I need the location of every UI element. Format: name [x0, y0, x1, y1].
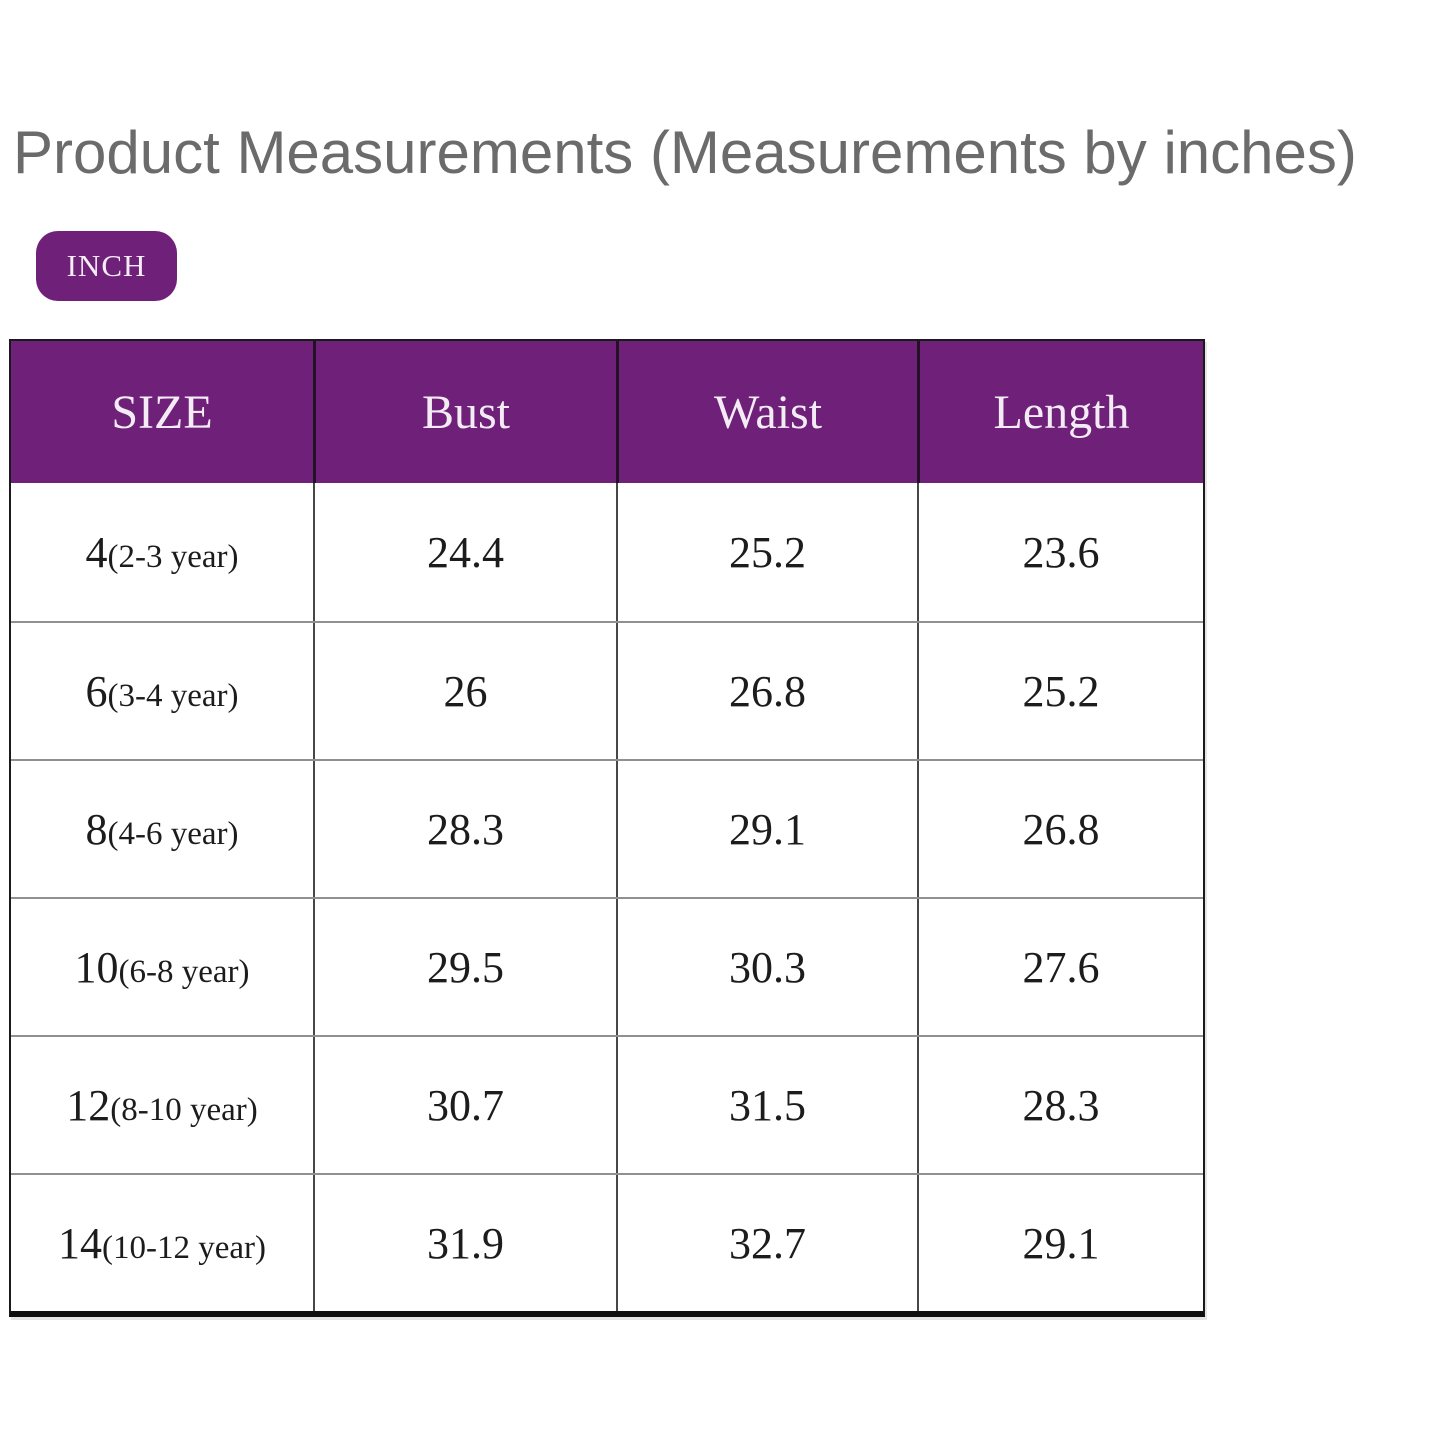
size-number: 12	[66, 1080, 111, 1130]
bust-cell: 28.3	[313, 761, 616, 897]
size-label: 6(3-4 year)	[85, 666, 238, 717]
size-cell: 8(4-6 year)	[11, 761, 313, 897]
waist-cell: 31.5	[616, 1037, 917, 1173]
bust-cell: 24.4	[313, 483, 616, 621]
table-header-row: SIZE Bust Waist Length	[11, 341, 1203, 483]
size-label: 10(6-8 year)	[74, 942, 249, 993]
header-cell-size: SIZE	[111, 385, 213, 439]
size-cell: 6(3-4 year)	[11, 623, 313, 759]
size-table: SIZE Bust Waist Length 4(2-3 year) 24.4 …	[9, 339, 1205, 1317]
table-row: 6(3-4 year) 26 26.8 25.2	[11, 621, 1203, 759]
size-number: 4	[85, 527, 108, 577]
table-row: 8(4-6 year) 28.3 29.1 26.8	[11, 759, 1203, 897]
size-age-range: (6-8 year)	[118, 953, 250, 990]
length-cell: 26.8	[917, 761, 1203, 897]
size-label: 12(8-10 year)	[66, 1080, 258, 1131]
size-number: 6	[85, 666, 108, 716]
length-cell: 29.1	[917, 1175, 1203, 1311]
bust-cell: 29.5	[313, 899, 616, 1035]
size-cell: 4(2-3 year)	[11, 483, 313, 621]
waist-cell: 32.7	[616, 1175, 917, 1311]
table-row: 4(2-3 year) 24.4 25.2 23.6	[11, 483, 1203, 621]
size-cell: 10(6-8 year)	[11, 899, 313, 1035]
size-number: 10	[74, 942, 119, 992]
inch-badge: INCH	[36, 231, 177, 301]
page-title: Product Measurements (Measurements by in…	[13, 119, 1357, 186]
bust-cell: 30.7	[313, 1037, 616, 1173]
waist-cell: 25.2	[616, 483, 917, 621]
size-number: 8	[85, 804, 108, 854]
size-number: 14	[57, 1218, 102, 1268]
size-cell: 14(10-12 year)	[11, 1175, 313, 1311]
size-label: 8(4-6 year)	[85, 804, 238, 855]
size-age-range: (10-12 year)	[101, 1229, 266, 1266]
size-age-range: (2-3 year)	[107, 538, 239, 575]
waist-cell: 30.3	[616, 899, 917, 1035]
length-cell: 23.6	[917, 483, 1203, 621]
size-age-range: (3-4 year)	[107, 677, 239, 714]
waist-cell: 29.1	[616, 761, 917, 897]
size-age-range: (8-10 year)	[110, 1091, 258, 1128]
size-cell: 12(8-10 year)	[11, 1037, 313, 1173]
header-cell-waist: Waist	[616, 341, 917, 483]
table-row: 10(6-8 year) 29.5 30.3 27.6	[11, 897, 1203, 1035]
length-cell: 27.6	[917, 899, 1203, 1035]
length-cell: 25.2	[917, 623, 1203, 759]
size-age-range: (4-6 year)	[107, 815, 239, 852]
header-cell-length: Length	[917, 341, 1203, 483]
header-cell-bust: Bust	[313, 341, 616, 483]
bust-cell: 26	[313, 623, 616, 759]
size-label: 14(10-12 year)	[58, 1218, 266, 1269]
table-row: 14(10-12 year) 31.9 32.7 29.1	[11, 1173, 1203, 1311]
length-cell: 28.3	[917, 1037, 1203, 1173]
waist-cell: 26.8	[616, 623, 917, 759]
table-row: 12(8-10 year) 30.7 31.5 28.3	[11, 1035, 1203, 1173]
inch-badge-label: INCH	[66, 248, 147, 283]
bust-cell: 31.9	[313, 1175, 616, 1311]
size-label: 4(2-3 year)	[85, 527, 238, 578]
